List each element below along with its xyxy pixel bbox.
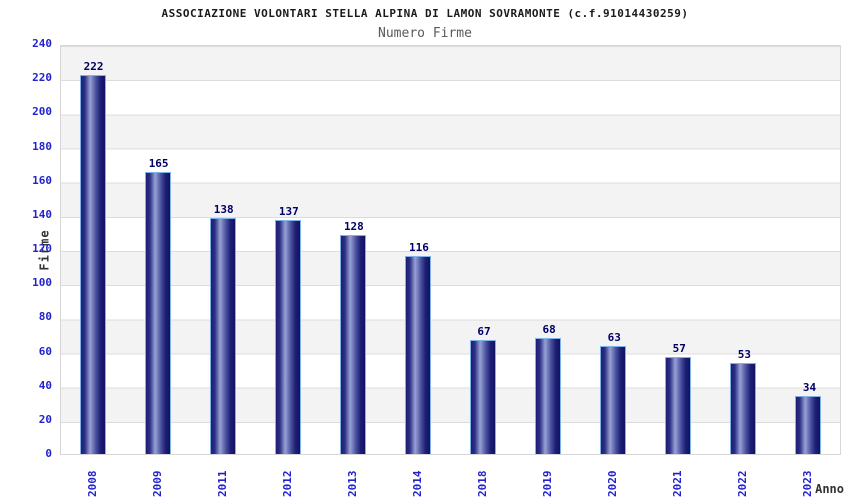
bar-value-label: 34 (802, 380, 817, 394)
bar-value-label: 67 (477, 324, 491, 338)
chart-subtitle: Numero Firme (378, 26, 472, 41)
bar-2008 (79, 74, 106, 454)
y-tick-80: 80 (38, 310, 52, 324)
x-tick-2013: 2013 (345, 470, 359, 498)
y-tick-40: 40 (38, 378, 52, 392)
y-tick-180: 180 (32, 139, 52, 153)
y-tick-220: 220 (32, 71, 52, 85)
bar-value-label: 57 (672, 341, 686, 355)
x-tick-2020: 2020 (606, 470, 620, 498)
bar-2022 (730, 363, 757, 454)
y-tick-0: 0 (45, 447, 52, 460)
y-tick-100: 100 (32, 276, 52, 290)
bar-2013 (339, 235, 366, 454)
x-tick-2012: 2012 (280, 470, 294, 498)
y-tick-60: 60 (38, 344, 52, 358)
bar-2011 (209, 218, 236, 454)
x-tick-2019: 2019 (541, 470, 555, 498)
y-tick-240: 240 (32, 37, 52, 50)
x-tick-2018: 2018 (476, 470, 490, 498)
x-tick-2014: 2014 (410, 470, 424, 498)
x-axis-label: Anno (815, 482, 844, 496)
x-tick-2009: 2009 (150, 470, 164, 498)
bar-2021 (665, 356, 692, 454)
bar-2019 (535, 337, 562, 454)
bar-value-label: 137 (278, 204, 299, 218)
x-tick-2021: 2021 (671, 470, 685, 498)
y-tick-120: 120 (32, 242, 52, 255)
bar-value-label: 165 (148, 157, 169, 171)
x-tick-2022: 2022 (736, 470, 750, 498)
y-tick-160: 160 (32, 173, 52, 187)
bar-value-label: 116 (409, 240, 429, 254)
bar-2009 (144, 172, 171, 454)
bar-value-label: 138 (213, 203, 234, 217)
bar-value-label: 63 (607, 331, 621, 345)
chart-title: ASSOCIAZIONE VOLONTARI STELLA ALPINA DI … (161, 7, 689, 20)
bar-2012 (274, 219, 301, 454)
y-tick-20: 20 (38, 412, 52, 426)
bar-value-label: 222 (83, 59, 104, 73)
bar-value-label: 53 (737, 348, 751, 362)
bar-2018 (470, 339, 497, 454)
x-tick-2008: 2008 (85, 470, 99, 498)
x-tick-2011: 2011 (215, 470, 229, 498)
bar-2023 (795, 395, 822, 454)
bar-value-label: 68 (542, 322, 556, 336)
bar-value-label: 128 (343, 220, 364, 234)
plot-area: 222 165 138 137 128 116 67 68 63 57 53 34 (60, 45, 841, 455)
bar-2014 (404, 255, 431, 454)
x-tick-2023: 2023 (801, 470, 815, 498)
bar-2020 (600, 346, 627, 454)
y-tick-140: 140 (32, 207, 52, 221)
y-tick-200: 200 (32, 105, 52, 119)
